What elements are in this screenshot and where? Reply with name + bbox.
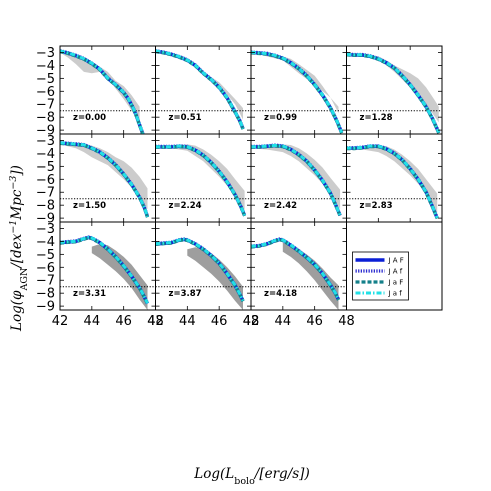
series-line-4 — [251, 50, 344, 133]
series-line-3 — [60, 50, 145, 134]
redshift-label: z=2.42 — [264, 201, 297, 211]
y-tick-label: −9 — [36, 212, 55, 227]
x-tick-label: 46 — [211, 314, 228, 329]
series-line-4 — [155, 144, 246, 216]
y-tick-label: −4 — [36, 147, 55, 162]
y-tick-label: −6 — [36, 261, 55, 276]
y-tick-label: −8 — [36, 199, 55, 214]
uncertainty-band — [251, 52, 339, 114]
panel-z=0.00: z=0.00 −3−4−5−6−7−8−9 — [36, 45, 156, 139]
uncertainty-band — [60, 51, 140, 123]
y-tick-label: −5 — [36, 160, 55, 175]
y-tick-label: −6 — [36, 85, 55, 100]
panel-z=4.18: z=4.18 42 44 46 48 — [243, 221, 355, 329]
uncertainty-band — [155, 51, 243, 120]
panel-z=0.99: z=0.99 — [250, 45, 347, 135]
x-tick-label: 42 — [52, 314, 69, 329]
x-tick-label: 44 — [179, 314, 196, 329]
y-tick-label: −3 — [36, 222, 55, 237]
panel-z=0.51: z=0.51 — [155, 45, 252, 135]
series-line-3 — [60, 236, 149, 305]
x-tick-label: 44 — [275, 314, 292, 329]
series-line-4 — [346, 144, 439, 219]
x-tick-label: 42 — [243, 314, 260, 329]
panel-z=2.42: z=2.42 — [250, 133, 347, 223]
panel-z=1.50: z=1.50 −3−4−5−6−7−8−9 — [36, 133, 156, 227]
legend-entry-label: J A f — [388, 268, 403, 276]
x-tick-label: 48 — [147, 314, 164, 329]
y-tick-label: −7 — [36, 98, 55, 113]
legend-entry-label: J a f — [388, 290, 403, 298]
y-tick-label: −3 — [36, 46, 55, 61]
y-axis-title: Log(φAGN/[dex−1Mpc−3]) — [8, 165, 30, 332]
y-tick-label: −8 — [36, 111, 55, 126]
y-tick-label: −4 — [36, 235, 55, 250]
legend-entry-label: J a F — [388, 279, 404, 287]
redshift-label: z=3.31 — [73, 289, 106, 299]
uncertainty-band — [251, 144, 341, 210]
panel-z=2.83: z=2.83 — [346, 133, 443, 223]
series-line-4 — [60, 141, 149, 218]
uncertainty-band — [282, 242, 339, 310]
panel-z=1.28: z=1.28 — [346, 45, 443, 135]
y-tick-label: −5 — [36, 72, 55, 87]
redshift-label: z=4.18 — [264, 289, 297, 299]
uncertainty-band — [91, 244, 148, 310]
y-tick-label: −7 — [36, 186, 55, 201]
redshift-label: z=0.51 — [169, 113, 202, 123]
y-tick-label: −3 — [36, 134, 55, 149]
y-tick-label: −9 — [36, 300, 55, 315]
y-tick-label: −4 — [36, 59, 55, 74]
x-tick-label: 42 — [147, 314, 164, 329]
series-line-4 — [251, 143, 342, 216]
y-tick-label: −9 — [36, 124, 55, 139]
series-line-3 — [251, 51, 344, 134]
redshift-label: z=1.50 — [73, 201, 106, 211]
redshift-label: z=2.83 — [360, 201, 393, 211]
panel-z=3.87: z=3.87 42 44 46 48 — [147, 221, 260, 329]
legend-entry-label: J A F — [388, 257, 404, 265]
series-line-4 — [60, 235, 149, 304]
redshift-label: z=0.00 — [73, 113, 106, 123]
uncertainty-band — [187, 247, 243, 310]
panel-z=3.31: z=3.31−3−4−5−6−7−8−942 44 46 48 — [36, 221, 164, 329]
y-tick-label: −8 — [36, 287, 55, 302]
series-line-4 — [60, 49, 145, 134]
y-tick-label: −6 — [36, 173, 55, 188]
series-line-4 — [155, 49, 245, 130]
uncertainty-band — [155, 144, 245, 211]
series-line-4 — [251, 237, 340, 301]
y-tick-label: −5 — [36, 248, 55, 263]
x-tick-label: 46 — [115, 314, 132, 329]
redshift-label: z=2.24 — [169, 201, 202, 211]
y-tick-label: −7 — [36, 274, 55, 289]
redshift-label: z=0.99 — [264, 113, 297, 123]
x-axis-title: Log(Lbolo/[erg/s]) — [193, 466, 309, 487]
x-tick-label: 48 — [338, 314, 355, 329]
panel-grid: z=0.00−3−4−5−6−7−8−9z=0.51 z=0.99 z=1.28z=… — [36, 45, 443, 329]
redshift-label: z=1.28 — [360, 113, 393, 123]
legend-panel: J A F J A f J a F J a f — [346, 221, 443, 311]
panel-z=2.24: z=2.24 — [155, 133, 252, 223]
x-tick-label: 48 — [243, 314, 260, 329]
x-tick-label: 44 — [84, 314, 101, 329]
series-line-3 — [346, 53, 441, 134]
x-tick-label: 46 — [306, 314, 323, 329]
redshift-label: z=3.87 — [169, 289, 202, 299]
series-line-4 — [155, 237, 245, 302]
